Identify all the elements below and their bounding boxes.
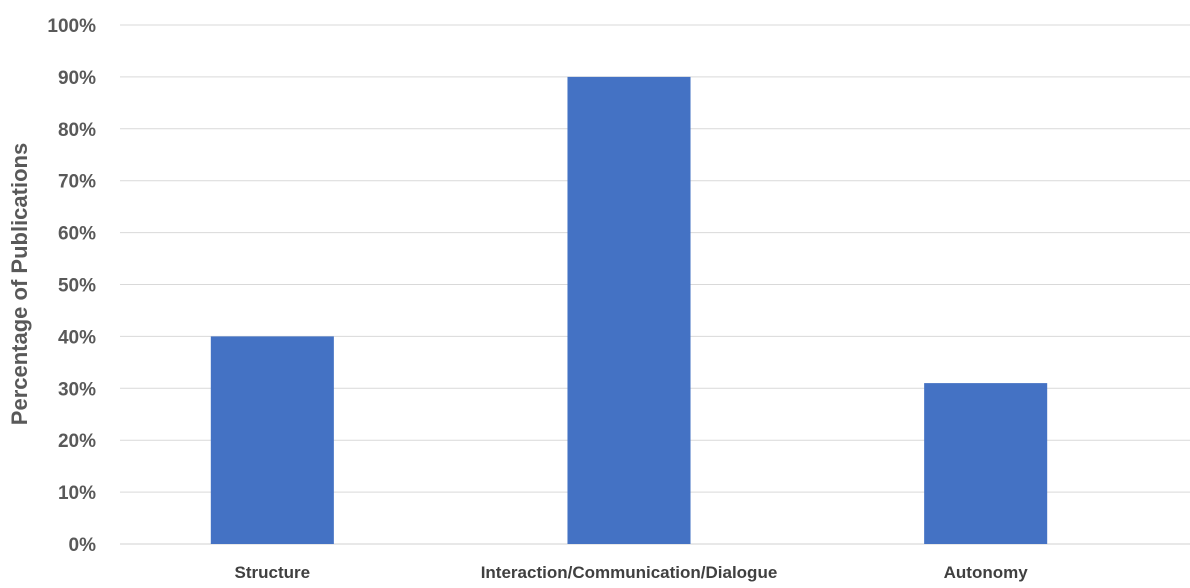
y-axis-title: Percentage of Publications [7,143,32,425]
x-category-label: Structure [235,563,311,582]
x-axis-categories: Structure Interaction/Communication/Dialo… [235,563,1029,582]
y-tick-label: 100% [47,16,96,37]
y-tick-label: 70% [58,172,96,193]
y-tick-label: 0% [69,535,97,556]
y-tick-label: 90% [58,68,96,89]
bars [210,76,1048,545]
y-tick-label: 40% [58,327,96,348]
y-tick-label: 50% [58,276,96,297]
bar-autonomy [924,383,1048,544]
x-category-label: Autonomy [944,563,1029,582]
y-tick-label: 10% [58,483,96,504]
y-axis-ticks: 0% 10% 20% 30% 40% 50% 60% 70% 80% 90% 100% [47,16,96,556]
y-tick-label: 80% [58,120,96,141]
x-category-label: Interaction/Communication/Dialogue [481,563,778,582]
bar-structure [210,336,334,544]
y-tick-label: 30% [58,379,96,400]
y-tick-label: 60% [58,224,96,245]
y-tick-label: 20% [58,431,96,452]
bar-interaction-communication-dialogue [567,76,691,545]
